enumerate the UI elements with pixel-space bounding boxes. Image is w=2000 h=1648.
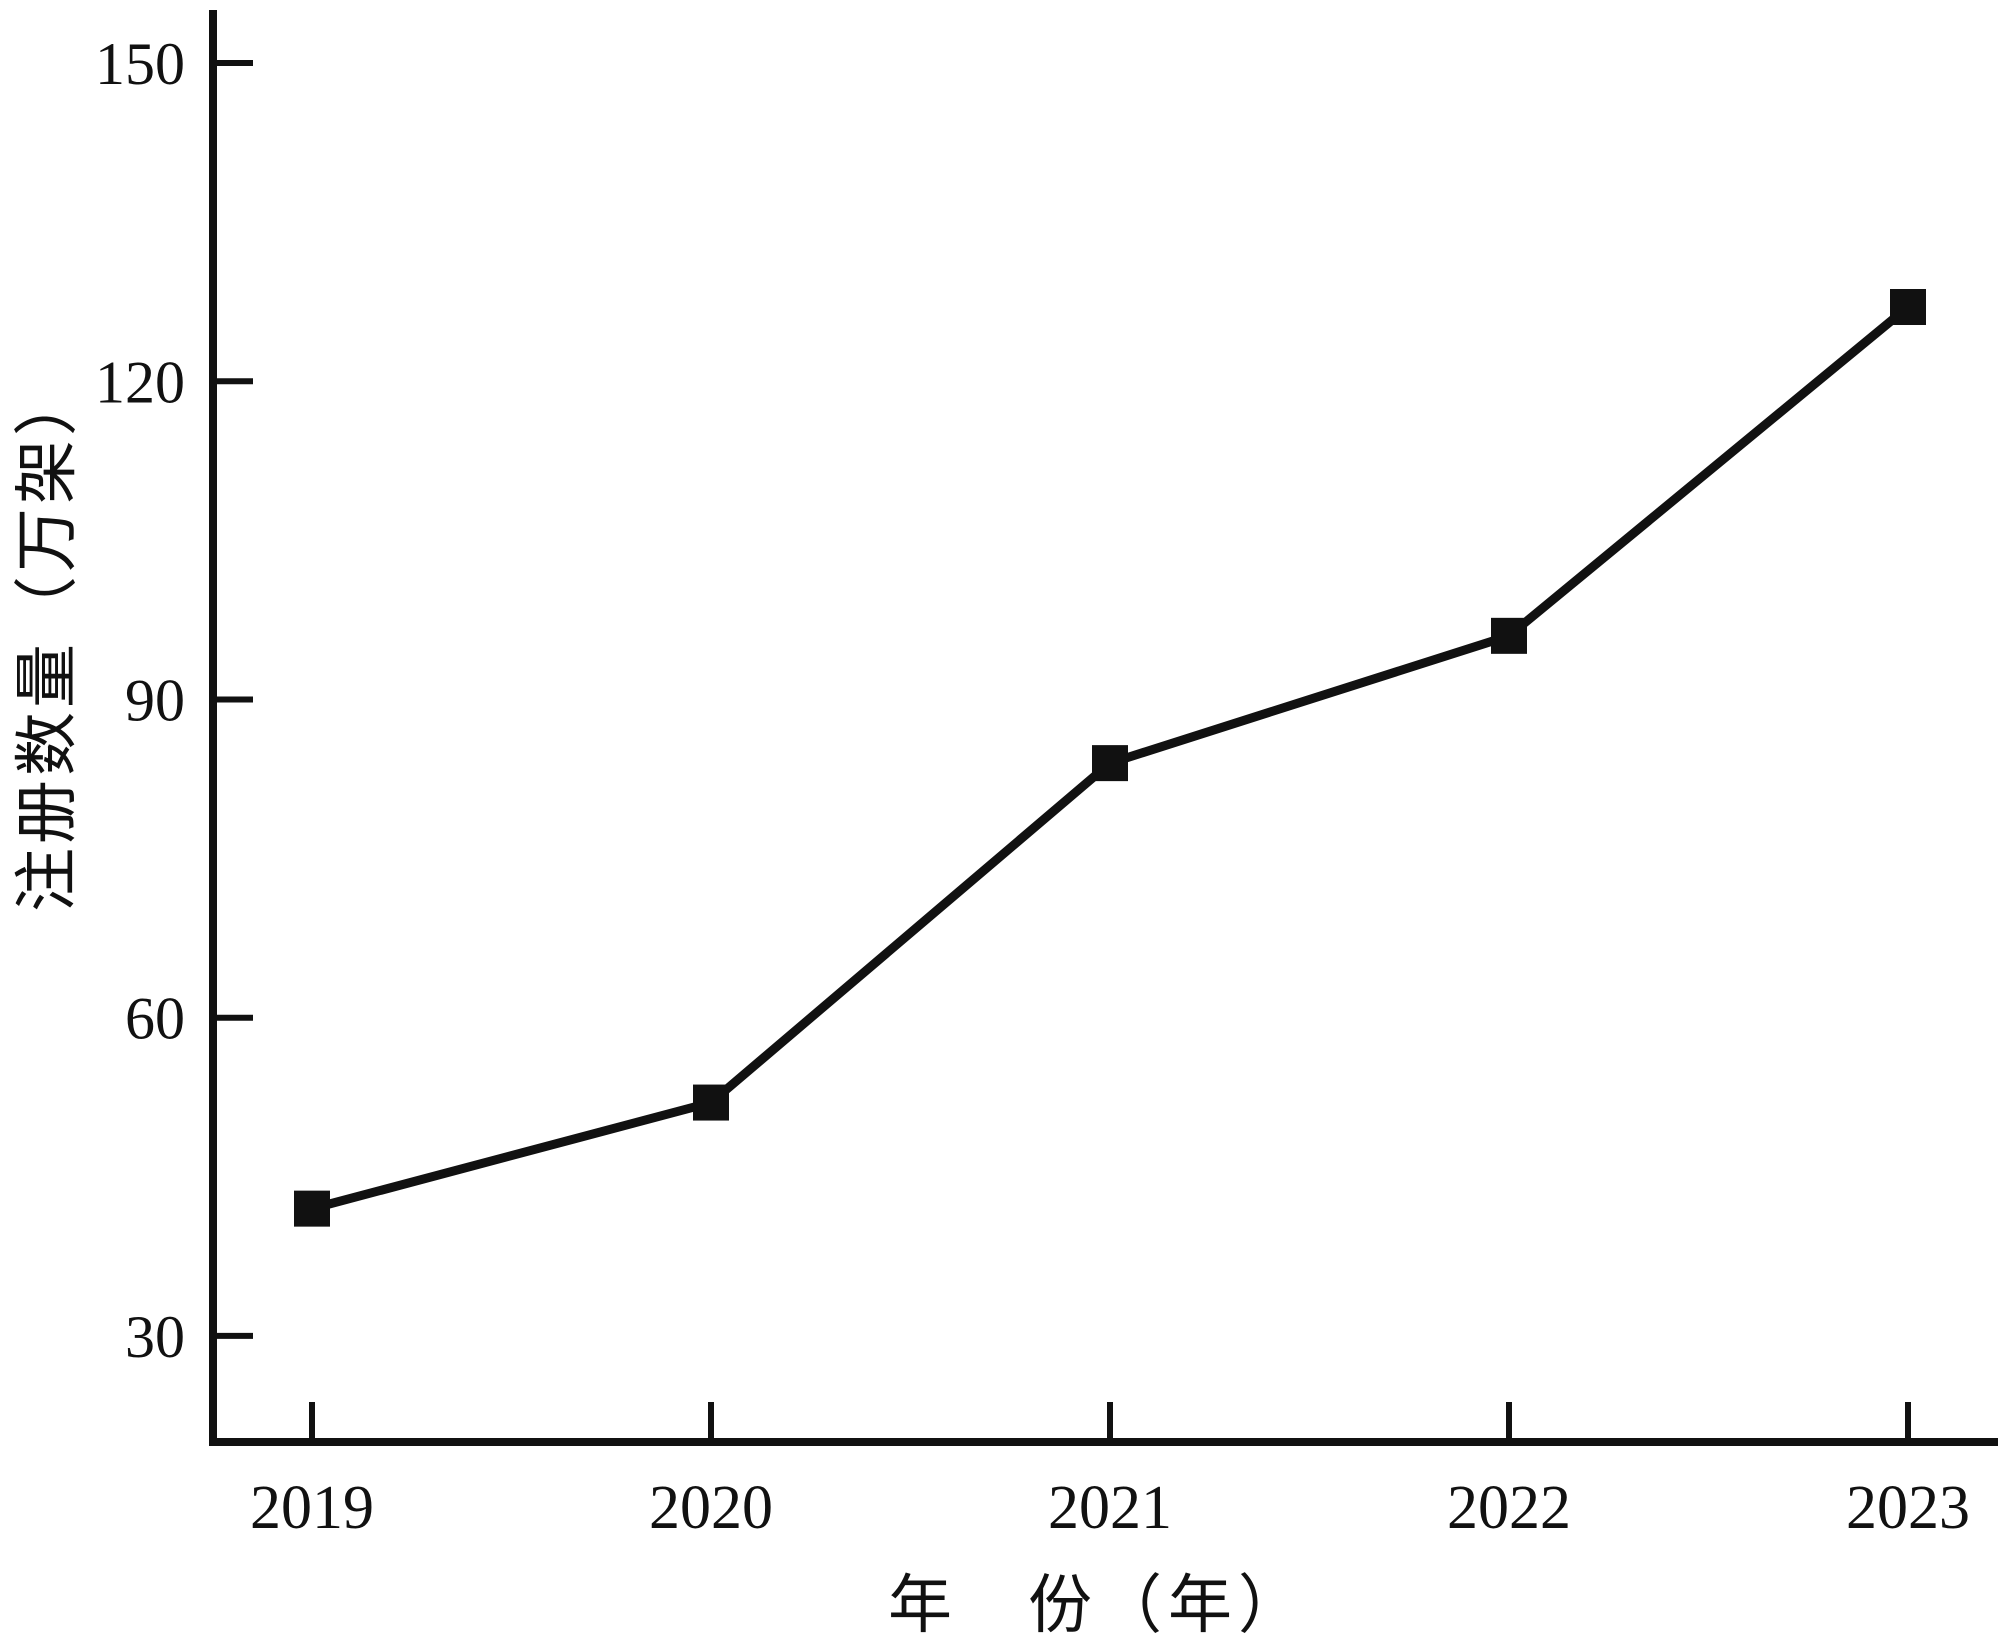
data-point-marker [294,1190,330,1227]
y-axis-title: 注册数量（万架） [12,368,83,912]
x-tick-label: 2022 [1447,1474,1571,1542]
y-tick-label: 120 [95,349,185,415]
x-tick-label: 2021 [1048,1474,1172,1542]
data-point-marker [693,1084,729,1121]
y-tick-label: 30 [125,1304,185,1370]
data-point-marker [1092,745,1128,782]
x-tick-label: 2020 [649,1474,773,1542]
y-tick-label: 60 [125,986,185,1052]
y-tick-label: 150 [95,31,185,97]
data-point-marker [1890,289,1926,326]
x-tick-label: 2023 [1846,1474,1970,1542]
data-point-marker [1491,617,1527,654]
x-tick-label: 2019 [250,1474,374,1542]
y-tick-label: 90 [125,667,185,733]
x-axis-title: 年 份（年） [888,1570,1308,1641]
